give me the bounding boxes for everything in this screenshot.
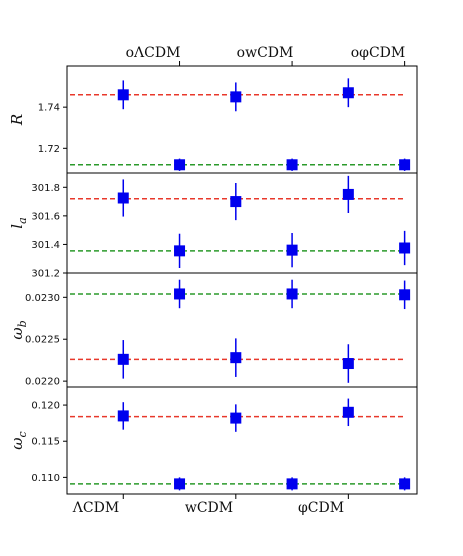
bottom-model-label-2: wCDM <box>185 500 233 516</box>
data-point <box>399 242 411 254</box>
data-point <box>399 478 411 490</box>
data-point <box>342 87 354 99</box>
y-tick-label: 301.4 <box>31 240 60 251</box>
data-point <box>342 406 354 418</box>
y-axis-label: ωb <box>8 320 29 339</box>
data-point <box>117 89 129 101</box>
top-model-label-2: owCDM <box>237 45 294 61</box>
y-tick-label: 1.74 <box>38 103 60 114</box>
panel-frame <box>66 386 418 495</box>
data-point <box>117 353 129 365</box>
panel-1: 1.72 1.74 R <box>8 61 418 174</box>
data-point <box>399 289 411 301</box>
y-tick-label: 301.2 <box>31 269 60 280</box>
y-tick-label: 301.6 <box>31 211 60 222</box>
panel-frame <box>66 172 418 274</box>
data-point <box>174 478 186 490</box>
panel-frame <box>66 272 418 388</box>
bottom-model-labels: ΛCDM wCDM φCDM <box>72 500 344 516</box>
data-point <box>286 478 298 490</box>
data-point <box>174 159 186 171</box>
top-model-label-1: oΛCDM <box>126 45 181 61</box>
data-point <box>230 352 242 364</box>
data-point <box>230 91 242 103</box>
data-point <box>286 244 298 256</box>
y-tick-label: 0.110 <box>31 473 60 484</box>
panel-frame <box>66 65 418 174</box>
y-tick-label: 0.120 <box>31 401 60 412</box>
data-point <box>342 358 354 370</box>
panel-4: 0.110 0.115 0.120 ωc <box>8 386 418 499</box>
data-point <box>230 196 242 208</box>
data-point <box>174 245 186 257</box>
y-tick-label: 0.115 <box>31 437 60 448</box>
y-tick-label: 301.8 <box>31 183 60 194</box>
y-tick-label: 0.0230 <box>25 293 60 304</box>
bottom-model-label-3: φCDM <box>298 500 344 516</box>
y-axis-label: ωc <box>8 431 29 449</box>
bottom-model-label-1: ΛCDM <box>72 500 119 516</box>
data-point <box>117 192 129 204</box>
data-point <box>230 412 242 424</box>
panels: 1.721.74R301.2301.4301.6301.8la0.02200.0… <box>8 61 418 499</box>
y-tick-label: 0.0225 <box>25 335 60 346</box>
data-point <box>286 288 298 300</box>
data-point <box>117 410 129 422</box>
data-point <box>174 288 186 300</box>
data-point <box>286 159 298 171</box>
y-tick-label: 1.72 <box>38 144 60 155</box>
panel-3: 0.0220 0.0225 0.0230 ωb <box>8 272 418 388</box>
top-model-label-3: oφCDM <box>351 45 406 61</box>
data-point <box>342 188 354 200</box>
y-tick-label: 0.0220 <box>25 377 60 388</box>
y-axis-label: la <box>8 217 29 228</box>
y-axis-label: R <box>8 114 26 126</box>
panel-2: 301.2 301.4 301.6 301.8 la <box>8 172 418 280</box>
data-point <box>399 159 411 171</box>
top-model-labels: oΛCDM owCDM oφCDM <box>126 45 406 61</box>
